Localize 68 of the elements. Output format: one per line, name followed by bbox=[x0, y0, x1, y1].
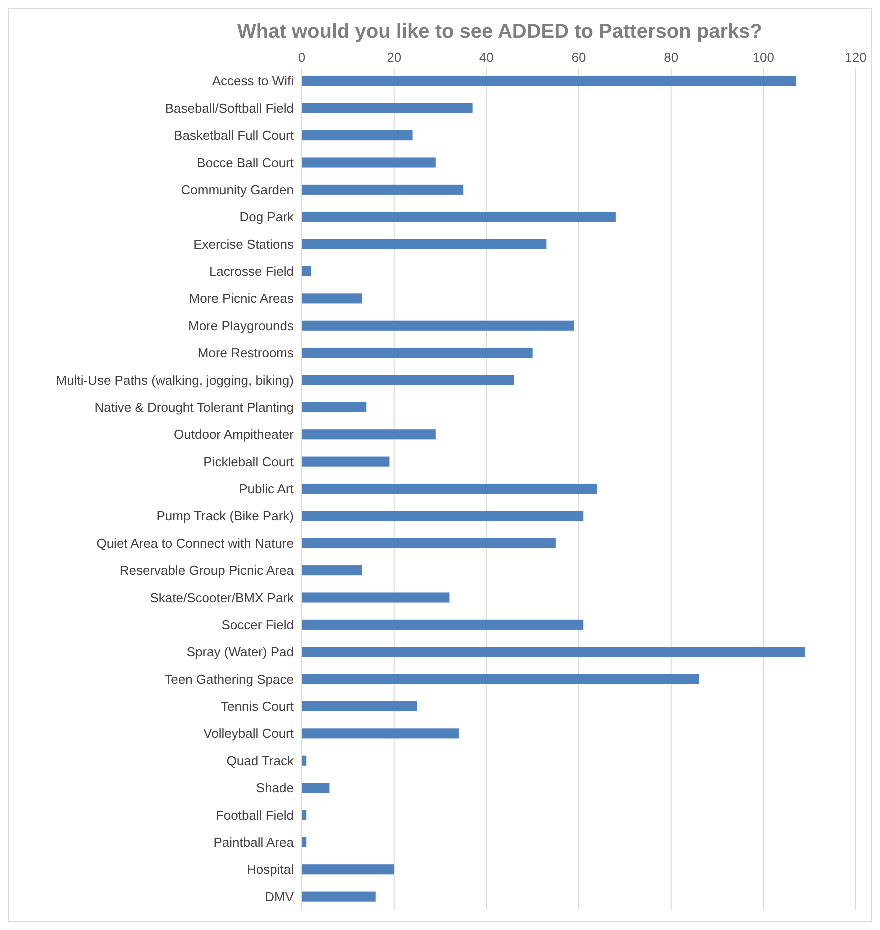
bar bbox=[302, 701, 418, 712]
y-tick-label: Soccer Field bbox=[222, 617, 294, 632]
bar bbox=[302, 184, 464, 195]
x-tick-label: 60 bbox=[572, 50, 586, 65]
x-tick-label: 40 bbox=[479, 50, 494, 65]
bar bbox=[302, 158, 436, 168]
y-tick-label: Quad Track bbox=[226, 753, 294, 768]
bar bbox=[302, 810, 307, 820]
y-tick-label: Pickleball Court bbox=[204, 454, 294, 470]
chart-title: What would you like to see ADDED to Patterson parks? bbox=[238, 21, 762, 43]
y-tick-label: Hospital bbox=[247, 862, 294, 878]
bar bbox=[302, 130, 413, 141]
y-tick-label: Outdoor Ampitheater bbox=[174, 427, 295, 442]
y-tick-label: Paintball Area bbox=[214, 834, 295, 850]
x-tick-label: 0 bbox=[298, 50, 306, 65]
y-tick-label: Football Field bbox=[216, 808, 294, 823]
bar bbox=[302, 864, 394, 875]
y-tick-label: Community Garden bbox=[181, 182, 294, 198]
y-tick-label: Access to Wifi bbox=[212, 74, 294, 89]
bar bbox=[302, 320, 574, 331]
bar bbox=[302, 239, 547, 250]
y-tick-label: Exercise Stations bbox=[194, 236, 294, 252]
y-tick-label: Spray (Water) Pad bbox=[186, 644, 294, 660]
x-tick-label: 20 bbox=[387, 50, 402, 65]
bar bbox=[302, 294, 362, 304]
bar bbox=[302, 538, 556, 548]
y-tick-label: More Restrooms bbox=[198, 346, 294, 361]
y-tick-label: Teen Gathering Space bbox=[164, 672, 294, 687]
y-tick-label: Pump Track (Bike Park) bbox=[156, 508, 294, 524]
y-tick-label: Skate/Scooter/BMX Park bbox=[150, 590, 294, 606]
y-tick-label: Bocce Ball Court bbox=[197, 155, 294, 170]
bar bbox=[302, 647, 806, 658]
bar bbox=[302, 511, 584, 522]
x-tick-label: 120 bbox=[845, 50, 867, 65]
bar bbox=[302, 674, 700, 684]
bar bbox=[302, 430, 436, 440]
bar bbox=[302, 266, 312, 277]
bar bbox=[302, 892, 376, 902]
y-tick-label: Public Art bbox=[239, 482, 294, 497]
bar bbox=[302, 592, 450, 603]
y-tick-label: Lacrosse Field bbox=[209, 264, 294, 280]
bar bbox=[302, 375, 514, 386]
bar bbox=[302, 348, 533, 358]
y-tick-label: Volleyball Court bbox=[204, 726, 294, 742]
y-tick-label: Multi-Use Paths (walking, jogging, biking) bbox=[56, 372, 294, 388]
bar bbox=[302, 783, 330, 794]
y-tick-label: Basketball Full Court bbox=[174, 128, 294, 144]
y-tick-label: Shade bbox=[256, 780, 294, 796]
y-tick-label: More Playgrounds bbox=[188, 318, 294, 334]
bar bbox=[302, 484, 598, 494]
y-tick-label: Reservable Group Picnic Area bbox=[120, 563, 295, 578]
x-tick-label: 80 bbox=[664, 50, 679, 65]
y-tick-label: DMV bbox=[265, 889, 294, 904]
y-tick-label: Baseball/Softball Field bbox=[165, 100, 294, 116]
y-tick-label: Native & Drought Tolerant Planting bbox=[94, 400, 294, 415]
y-tick-label: Dog Park bbox=[240, 210, 294, 225]
x-tick-label: 100 bbox=[752, 50, 775, 65]
y-tick-label: Tennis Court bbox=[221, 699, 294, 714]
bar bbox=[302, 566, 362, 576]
y-tick-label: Quiet Area to Connect with Nature bbox=[96, 536, 294, 551]
bar bbox=[302, 212, 616, 222]
bar bbox=[302, 103, 473, 114]
bar bbox=[302, 456, 390, 467]
bar bbox=[302, 402, 367, 412]
bar bbox=[302, 728, 459, 739]
bar bbox=[302, 620, 584, 630]
y-tick-label: More Picnic Areas bbox=[189, 291, 294, 306]
bar bbox=[302, 76, 796, 86]
